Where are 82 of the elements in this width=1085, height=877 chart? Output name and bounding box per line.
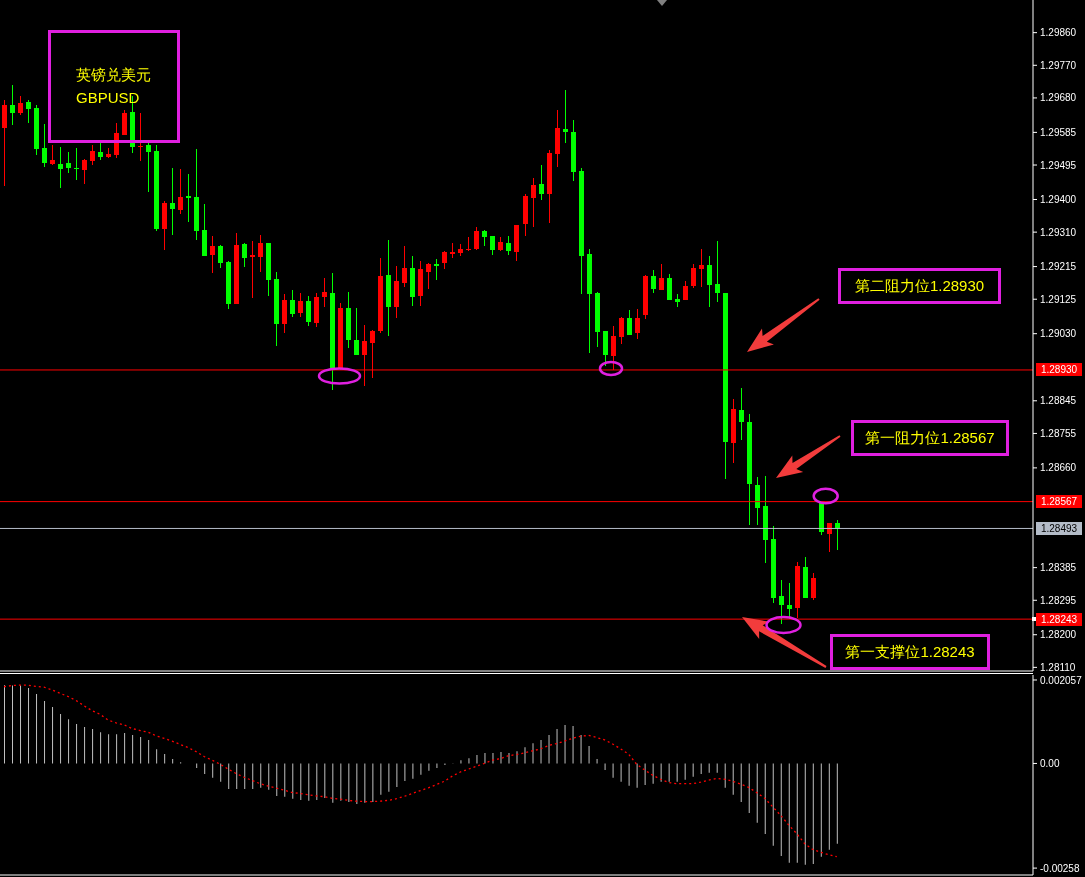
annotation: 第一阻力位1.28567	[865, 429, 995, 447]
candlestick	[138, 112, 143, 162]
candlestick	[659, 263, 664, 291]
candlestick	[539, 164, 544, 201]
candlestick	[146, 140, 151, 193]
candlestick	[250, 240, 255, 299]
y-tick-label: 1.29770	[1040, 59, 1077, 71]
candlestick	[186, 173, 191, 223]
y-tick-label: 0.00	[1040, 757, 1060, 769]
candlestick	[258, 234, 263, 273]
y-tick-label: 1.29125	[1040, 293, 1077, 305]
candlestick	[178, 168, 183, 215]
y-tick-label: 1.28200	[1040, 629, 1077, 641]
candlestick	[466, 236, 471, 252]
candlestick	[10, 84, 15, 126]
candlestick	[306, 295, 311, 327]
y-tick-label: 1.29585	[1040, 126, 1077, 138]
ref-line-label: 1.28493	[1036, 521, 1082, 535]
candlestick	[90, 144, 95, 166]
candlestick	[474, 226, 479, 251]
y-tick-label: 1.28660	[1040, 462, 1077, 474]
candlestick	[811, 572, 816, 601]
candlestick	[531, 177, 536, 228]
ref-line-label: 1.28930	[1036, 363, 1082, 377]
candlestick	[82, 158, 87, 185]
y-tick-label: 0.002057	[1040, 674, 1083, 686]
candlestick	[402, 245, 407, 288]
candlestick	[619, 316, 624, 345]
text: GBPUSD	[76, 89, 140, 107]
candlestick	[707, 255, 712, 308]
candlestick	[683, 280, 688, 301]
y-tick-label: 1.29400	[1040, 194, 1077, 206]
candlestick	[242, 242, 247, 268]
candlestick	[651, 269, 656, 294]
y-tick-label: 1.29860	[1040, 27, 1077, 39]
y-tick-label: 1.28755	[1040, 427, 1077, 439]
y-tick-label: 1.29680	[1040, 92, 1077, 104]
candlestick	[691, 263, 696, 289]
y-tick-label: 1.29310	[1040, 226, 1077, 238]
candlestick	[506, 235, 511, 256]
candlestick	[218, 244, 223, 269]
candlestick	[298, 292, 303, 318]
ref-line-label: 1.28243	[1036, 612, 1082, 626]
candlestick	[779, 579, 784, 625]
candlestick	[715, 240, 720, 303]
candlestick	[755, 476, 760, 526]
candlestick	[66, 151, 71, 174]
candlestick	[26, 99, 31, 124]
y-tick-label: 1.28845	[1040, 395, 1077, 407]
candlestick	[322, 277, 327, 308]
candlestick	[354, 307, 359, 356]
y-tick-label: 1.28385	[1040, 562, 1077, 574]
candlestick	[667, 273, 672, 301]
annotation: 第一支撑位1.28243	[845, 643, 975, 661]
line-series	[3, 684, 838, 858]
y-tick-label: 1.28295	[1040, 594, 1077, 606]
candlestick	[290, 289, 295, 318]
candlestick	[603, 330, 608, 367]
y-tick-label: 1.29030	[1040, 328, 1077, 340]
candlestick	[699, 248, 704, 288]
y-tick-label: 1.28110	[1040, 661, 1076, 673]
candlestick	[58, 146, 63, 189]
candlestick	[170, 167, 175, 236]
annotation: 第二阻力位1.28930	[854, 277, 985, 295]
candlestick	[282, 293, 287, 334]
candlestick	[426, 262, 431, 290]
candlestick	[739, 387, 744, 441]
text: 英镑兑美元	[76, 66, 151, 84]
candlestick	[210, 235, 215, 274]
y-tick-label: 1.29495	[1040, 159, 1077, 171]
candlestick	[2, 99, 7, 187]
candlestick	[50, 144, 55, 166]
candlestick	[434, 258, 439, 281]
y-tick-label: -0.00258	[1040, 862, 1080, 874]
candlestick	[635, 308, 640, 340]
candlestick	[18, 95, 23, 116]
candlestick	[122, 109, 127, 136]
candlestick	[42, 123, 47, 168]
ref-line-label: 1.28567	[1036, 495, 1082, 509]
candlestick	[563, 89, 568, 144]
candlestick	[627, 309, 632, 336]
y-tick-label: 1.29215	[1040, 261, 1077, 273]
